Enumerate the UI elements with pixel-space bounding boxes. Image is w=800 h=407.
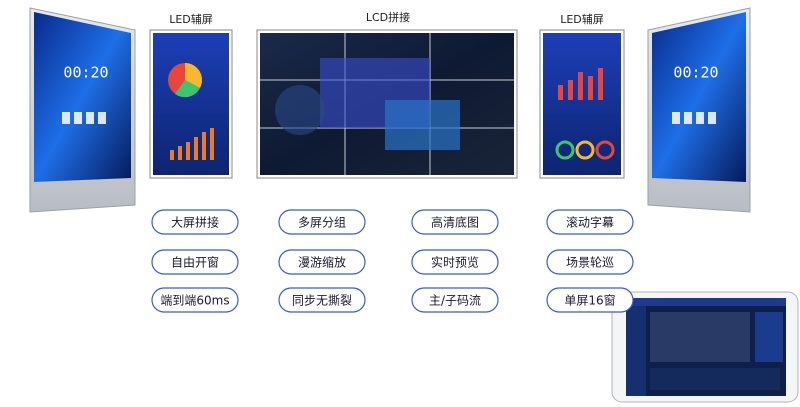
feature-pill: 漫游缩放 [278,249,366,275]
feature-label: 漫游缩放 [298,255,346,270]
feature-label: 高清底图 [431,215,479,230]
feature-pill: 单屏16窗 [546,287,634,313]
feature-label: 大屏拼接 [171,215,219,230]
pill-border [278,209,366,235]
pill-border [411,287,499,313]
lcd-wall [256,29,518,179]
right-display: 00:20 [647,7,751,213]
feature-pill: 多屏分组 [278,209,366,235]
pill-border [546,287,634,313]
feature-label: 多屏分组 [298,216,346,230]
feature-pill: 端到端60ms [151,287,239,313]
screen-label: LED辅屏 [169,12,213,26]
pill-border [546,209,634,235]
clock: 00:20 [63,64,108,82]
feature-label: 端到端60ms [160,294,229,308]
feature-label: 滚动字幕 [566,215,614,230]
screen-label: LED辅屏 [560,12,604,26]
feature-pill: 主/子码流 [411,287,499,313]
pill-border [151,287,239,313]
feature-pill: 同步无撕裂 [278,287,366,313]
feature-label: 单屏16窗 [564,294,615,308]
pill-border [278,287,366,313]
pill-border [411,209,499,235]
feature-label: 主/子码流 [429,294,481,308]
led-screen-left [149,29,233,179]
led-screen-right [539,29,625,179]
feature-label: 场景轮巡 [566,256,614,270]
feature-pill: 场景轮巡 [546,249,634,275]
feature-pill: 自由开窗 [151,249,239,275]
feature-label: 自由开窗 [171,256,219,270]
feature-label: 同步无撕裂 [292,294,352,308]
tablet [611,291,799,403]
feature-pill: 实时预览 [411,249,499,275]
pill-border [151,249,239,275]
feature-pill: 滚动字幕 [546,209,634,235]
screen-label: LCD拼接 [366,10,410,24]
pill-border [411,249,499,275]
feature-label: 实时预览 [431,255,479,270]
clock: 00:20 [673,64,718,82]
feature-pill: 大屏拼接 [151,209,239,235]
pill-border [151,209,239,235]
pill-border [546,249,634,275]
feature-pill: 高清底图 [411,209,499,235]
pill-border [278,249,366,275]
left-display: 00:20 [29,7,136,213]
